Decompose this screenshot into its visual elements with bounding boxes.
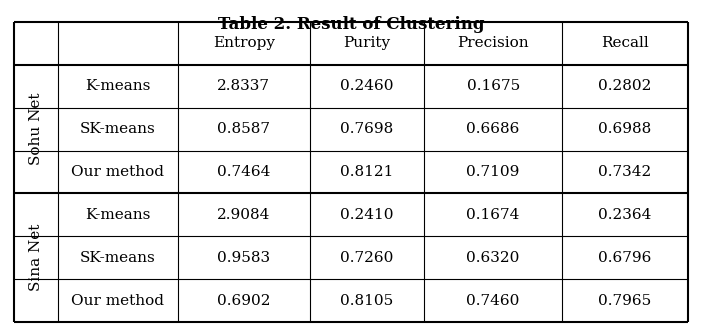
Text: 0.7260: 0.7260	[340, 251, 394, 265]
Text: Purity: Purity	[343, 36, 390, 50]
Text: 0.2410: 0.2410	[340, 208, 394, 222]
Text: 0.1675: 0.1675	[467, 79, 519, 93]
Text: 0.2460: 0.2460	[340, 79, 394, 93]
Text: SK-means: SK-means	[80, 251, 156, 265]
Text: 2.9084: 2.9084	[217, 208, 270, 222]
Text: 0.9583: 0.9583	[217, 251, 270, 265]
Text: Precision: Precision	[457, 36, 529, 50]
Text: SK-means: SK-means	[80, 122, 156, 136]
Text: 0.7965: 0.7965	[598, 294, 651, 308]
Text: 0.2364: 0.2364	[598, 208, 651, 222]
Text: 0.7464: 0.7464	[217, 165, 270, 179]
Text: Our method: Our method	[71, 294, 164, 308]
Text: 0.6796: 0.6796	[598, 251, 651, 265]
Text: Table 2. Result of Clustering: Table 2. Result of Clustering	[218, 16, 484, 33]
Text: K-means: K-means	[85, 79, 150, 93]
Text: Our method: Our method	[71, 165, 164, 179]
Text: 0.6686: 0.6686	[466, 122, 519, 136]
Text: Recall: Recall	[601, 36, 649, 50]
Text: 0.7460: 0.7460	[466, 294, 519, 308]
Text: 0.8105: 0.8105	[340, 294, 394, 308]
Text: K-means: K-means	[85, 208, 150, 222]
Text: 0.6320: 0.6320	[466, 251, 519, 265]
Text: 0.2802: 0.2802	[598, 79, 651, 93]
Text: 0.8587: 0.8587	[218, 122, 270, 136]
Text: 2.8337: 2.8337	[218, 79, 270, 93]
Text: Entropy: Entropy	[213, 36, 274, 50]
Text: 0.7342: 0.7342	[598, 165, 651, 179]
Text: 0.8121: 0.8121	[340, 165, 394, 179]
Text: 0.7109: 0.7109	[466, 165, 519, 179]
Text: Sina Net: Sina Net	[29, 224, 43, 291]
Text: 0.6902: 0.6902	[217, 294, 270, 308]
Text: 0.7698: 0.7698	[340, 122, 394, 136]
Text: 0.1674: 0.1674	[466, 208, 519, 222]
Text: Sohu Net: Sohu Net	[29, 93, 43, 165]
Text: 0.6988: 0.6988	[598, 122, 651, 136]
